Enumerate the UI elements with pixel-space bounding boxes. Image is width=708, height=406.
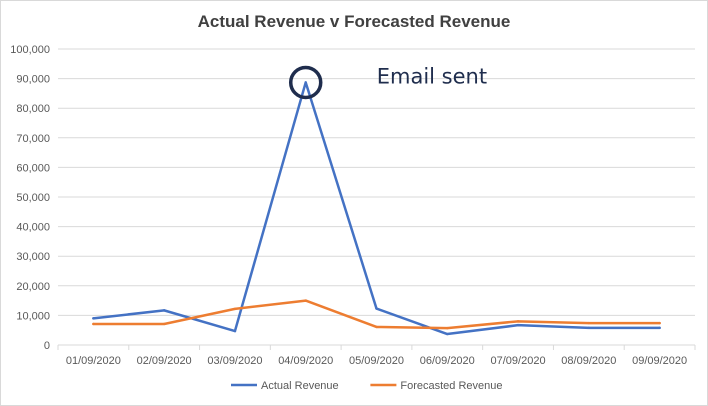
- y-tick-label: 100,000: [10, 44, 50, 56]
- data-point: [162, 309, 166, 312]
- data-point: [375, 307, 378, 310]
- y-tick-label: 60,000: [16, 162, 50, 174]
- legend-label: Forecasted Revenue: [400, 380, 502, 392]
- x-tick-label: 07/09/2020: [491, 355, 546, 367]
- series-line-actual-revenue: [92, 81, 661, 336]
- annotations: Email sent: [288, 64, 487, 100]
- x-axis-ticks: 01/09/2020 02/09/2020 03/09/2020 04/09/2020…: [66, 355, 687, 367]
- y-tick-label: 80,000: [16, 103, 50, 115]
- x-tick-label: 06/09/2020: [420, 355, 475, 367]
- y-tick-label: 40,000: [16, 222, 50, 234]
- y-tick-label: 50,000: [16, 192, 50, 204]
- y-tick-label: 0: [44, 340, 50, 352]
- data-point: [658, 321, 661, 325]
- data-point: [233, 307, 237, 311]
- annotation-circle: [288, 65, 323, 100]
- x-tick-label: 04/09/2020: [278, 355, 333, 367]
- legend: Actual Revenue Forecasted Revenue: [231, 380, 503, 392]
- x-tick-label: 08/09/2020: [561, 355, 616, 367]
- data-point: [587, 326, 591, 330]
- y-tick-label: 10,000: [16, 310, 50, 322]
- legend-label: Actual Revenue: [261, 380, 339, 392]
- data-point: [304, 81, 307, 84]
- data-point: [587, 321, 591, 325]
- x-tick-label: 03/09/2020: [207, 355, 262, 367]
- data-point: [375, 325, 378, 329]
- data-point: [92, 317, 95, 320]
- data-point: [92, 322, 95, 326]
- x-tick-label: 02/09/2020: [137, 355, 192, 367]
- data-point: [516, 323, 520, 327]
- chart-title: Actual Revenue v Forecasted Revenue: [198, 12, 511, 31]
- gridlines: [57, 48, 696, 350]
- x-tick-label: 09/09/2020: [632, 355, 687, 367]
- series-lines: [92, 81, 661, 336]
- data-point: [446, 332, 449, 336]
- x-tick-label: 01/09/2020: [66, 355, 121, 367]
- y-tick-label: 20,000: [16, 281, 50, 293]
- data-point: [304, 299, 307, 302]
- data-point: [233, 329, 237, 333]
- data-point: [516, 320, 520, 323]
- y-tick-label: 30,000: [16, 251, 50, 263]
- y-tick-label: 70,000: [16, 133, 50, 145]
- y-tick-label: 90,000: [16, 74, 50, 86]
- data-point: [446, 326, 449, 330]
- data-point: [658, 326, 661, 330]
- data-point: [162, 322, 166, 326]
- annotation-text: Email sent: [377, 64, 487, 88]
- x-tick-label: 05/09/2020: [349, 355, 404, 367]
- y-axis-ticks: 0 10,000 20,000 30,000 40,000 50,000 60,000 70,…: [10, 44, 50, 352]
